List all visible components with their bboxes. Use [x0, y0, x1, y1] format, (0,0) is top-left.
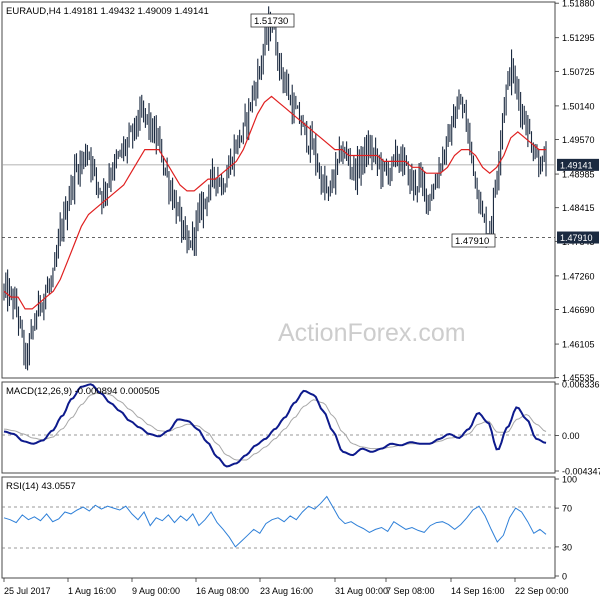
price-axis-label: 1.46105 [562, 340, 595, 350]
price-axis-label: 1.51295 [562, 33, 595, 43]
support-price-tag-box [557, 231, 599, 244]
macd-line [3, 383, 547, 468]
time-axis-label: 7 Sep 08:00 [386, 586, 435, 596]
time-axis-label: 31 Aug 00:00 [335, 586, 388, 596]
high-annotation: 1.51730 [250, 13, 295, 28]
current-price-tag-label: 1.49141 [560, 160, 593, 170]
macd-axis-label: 0.006336 [562, 380, 600, 390]
time-axis-label: 25 Jul 2017 [4, 586, 51, 596]
price-axis-label: 1.45535 [562, 373, 595, 383]
support-price-tag-label: 1.47910 [560, 233, 593, 243]
symbol-line: EURAUD,H4 1.49181 1.49432 1.49009 1.4914… [6, 6, 209, 17]
rsi-axis-label: 100 [562, 475, 577, 485]
rsi-axis-label: 70 [562, 504, 572, 514]
low-annotation-label: 1.47910 [455, 236, 489, 247]
rsi-line [3, 495, 547, 548]
time-axis-label: 23 Aug 16:00 [260, 586, 313, 596]
macd-label: MACD(12,26,9) -0.000894 0.000505 [6, 386, 160, 397]
watermark: ActionForex.com [278, 319, 466, 347]
price-axis-label: 1.48415 [562, 203, 595, 213]
time-axis: 25 Jul 2017 1 Aug 16:00 9 Aug 00:00 16 Aug … [3, 578, 569, 596]
high-annotation-box [250, 13, 295, 28]
current-price-tag: 1.49141 [557, 158, 599, 171]
rsi-axis: 100 70 30 0 [555, 475, 577, 582]
macd-panel-frame [1, 381, 556, 474]
macd-panel: 0.006336 0.00 -0.004347 MACD(12,26,9) -0.0… [1, 380, 600, 477]
high-annotation-label: 1.51730 [254, 16, 288, 27]
candles [3, 6, 547, 371]
rsi-axis-label: 30 [562, 542, 572, 552]
low-annotation: 1.47910 [451, 233, 496, 248]
time-axis-label: 9 Aug 00:00 [132, 586, 180, 596]
macd-axis: 0.006336 0.00 -0.004347 [555, 380, 600, 477]
current-price-tag-box [557, 158, 599, 171]
time-axis-label: 1 Aug 16:00 [68, 586, 116, 596]
rsi-panel: 100 70 30 0 RSI(14) 43.0557 [1, 475, 577, 582]
rsi-label: RSI(14) 43.0557 [6, 481, 76, 492]
time-axis-label: 14 Sep 16:00 [451, 586, 505, 596]
price-axis-label: 1.46690 [562, 305, 595, 315]
low-annotation-box [451, 233, 496, 248]
rsi-panel-frame [1, 476, 556, 579]
price-axis-label: 1.50140 [562, 101, 595, 111]
support-price-tag: 1.47910 [557, 231, 599, 244]
rsi-axis-label: 0 [562, 572, 567, 582]
price-axis: 1.51880 1.51295 1.50725 1.50140 1.49570 1.489… [555, 0, 595, 383]
price-axis-label: 1.51880 [562, 0, 595, 9]
time-axis-label: 22 Sep 00:00 [515, 586, 569, 596]
price-axis-label: 1.48985 [562, 170, 595, 180]
macd-axis-label: 0.00 [562, 431, 580, 441]
price-panel: ActionForex.com 1.518801.512951.507251.5… [1, 0, 599, 383]
price-axis-label: 1.47260 [562, 271, 595, 281]
price-axis-label: 1.49570 [562, 135, 595, 145]
macd-axis-label: -0.004347 [562, 467, 600, 477]
time-axis-label: 16 Aug 08:00 [196, 586, 249, 596]
price-panel-frame [1, 1, 556, 379]
moving-average-line [3, 95, 546, 310]
price-axis-label: 1.50725 [562, 67, 595, 77]
